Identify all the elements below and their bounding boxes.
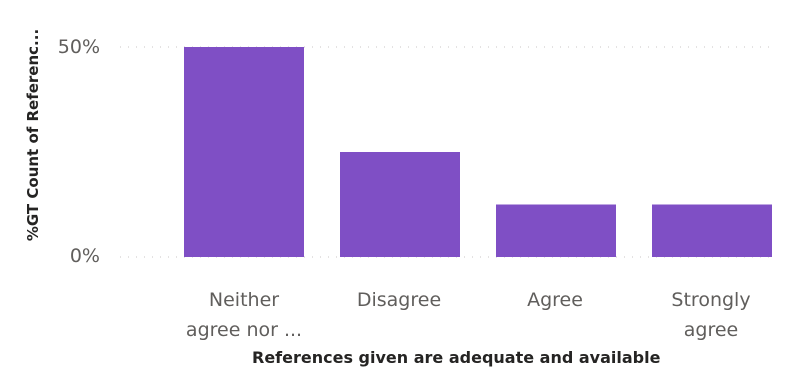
bar-strongly-agree[interactable] xyxy=(652,204,772,258)
x-tick-label-agree: Agree xyxy=(490,285,620,315)
x-tick-label-disagree: Disagree xyxy=(334,285,464,315)
x-tick-label-line: agree xyxy=(683,319,739,341)
x-tick-label-strongly-agree: Strongly agree xyxy=(646,285,776,345)
x-tick-label-line: Agree xyxy=(527,289,583,311)
x-tick-label-neither: Neither agree nor ... xyxy=(179,285,309,345)
x-axis-title: References given are adequate and availa… xyxy=(252,348,661,367)
x-tick-label-line: Disagree xyxy=(356,289,442,311)
bar-agree[interactable] xyxy=(496,204,616,258)
x-tick-label-line: Neither xyxy=(208,289,280,311)
bar-disagree[interactable] xyxy=(340,152,460,257)
bar-neither-agree-nor[interactable] xyxy=(184,47,304,257)
y-tick-label-0: 0% xyxy=(69,245,100,267)
y-axis-title: %GT Count of Referenc... xyxy=(24,28,42,242)
y-tick-label-50: 50% xyxy=(57,36,100,58)
x-tick-label-line: agree nor ... xyxy=(185,319,303,341)
x-tick-label-line: Strongly xyxy=(671,289,751,311)
